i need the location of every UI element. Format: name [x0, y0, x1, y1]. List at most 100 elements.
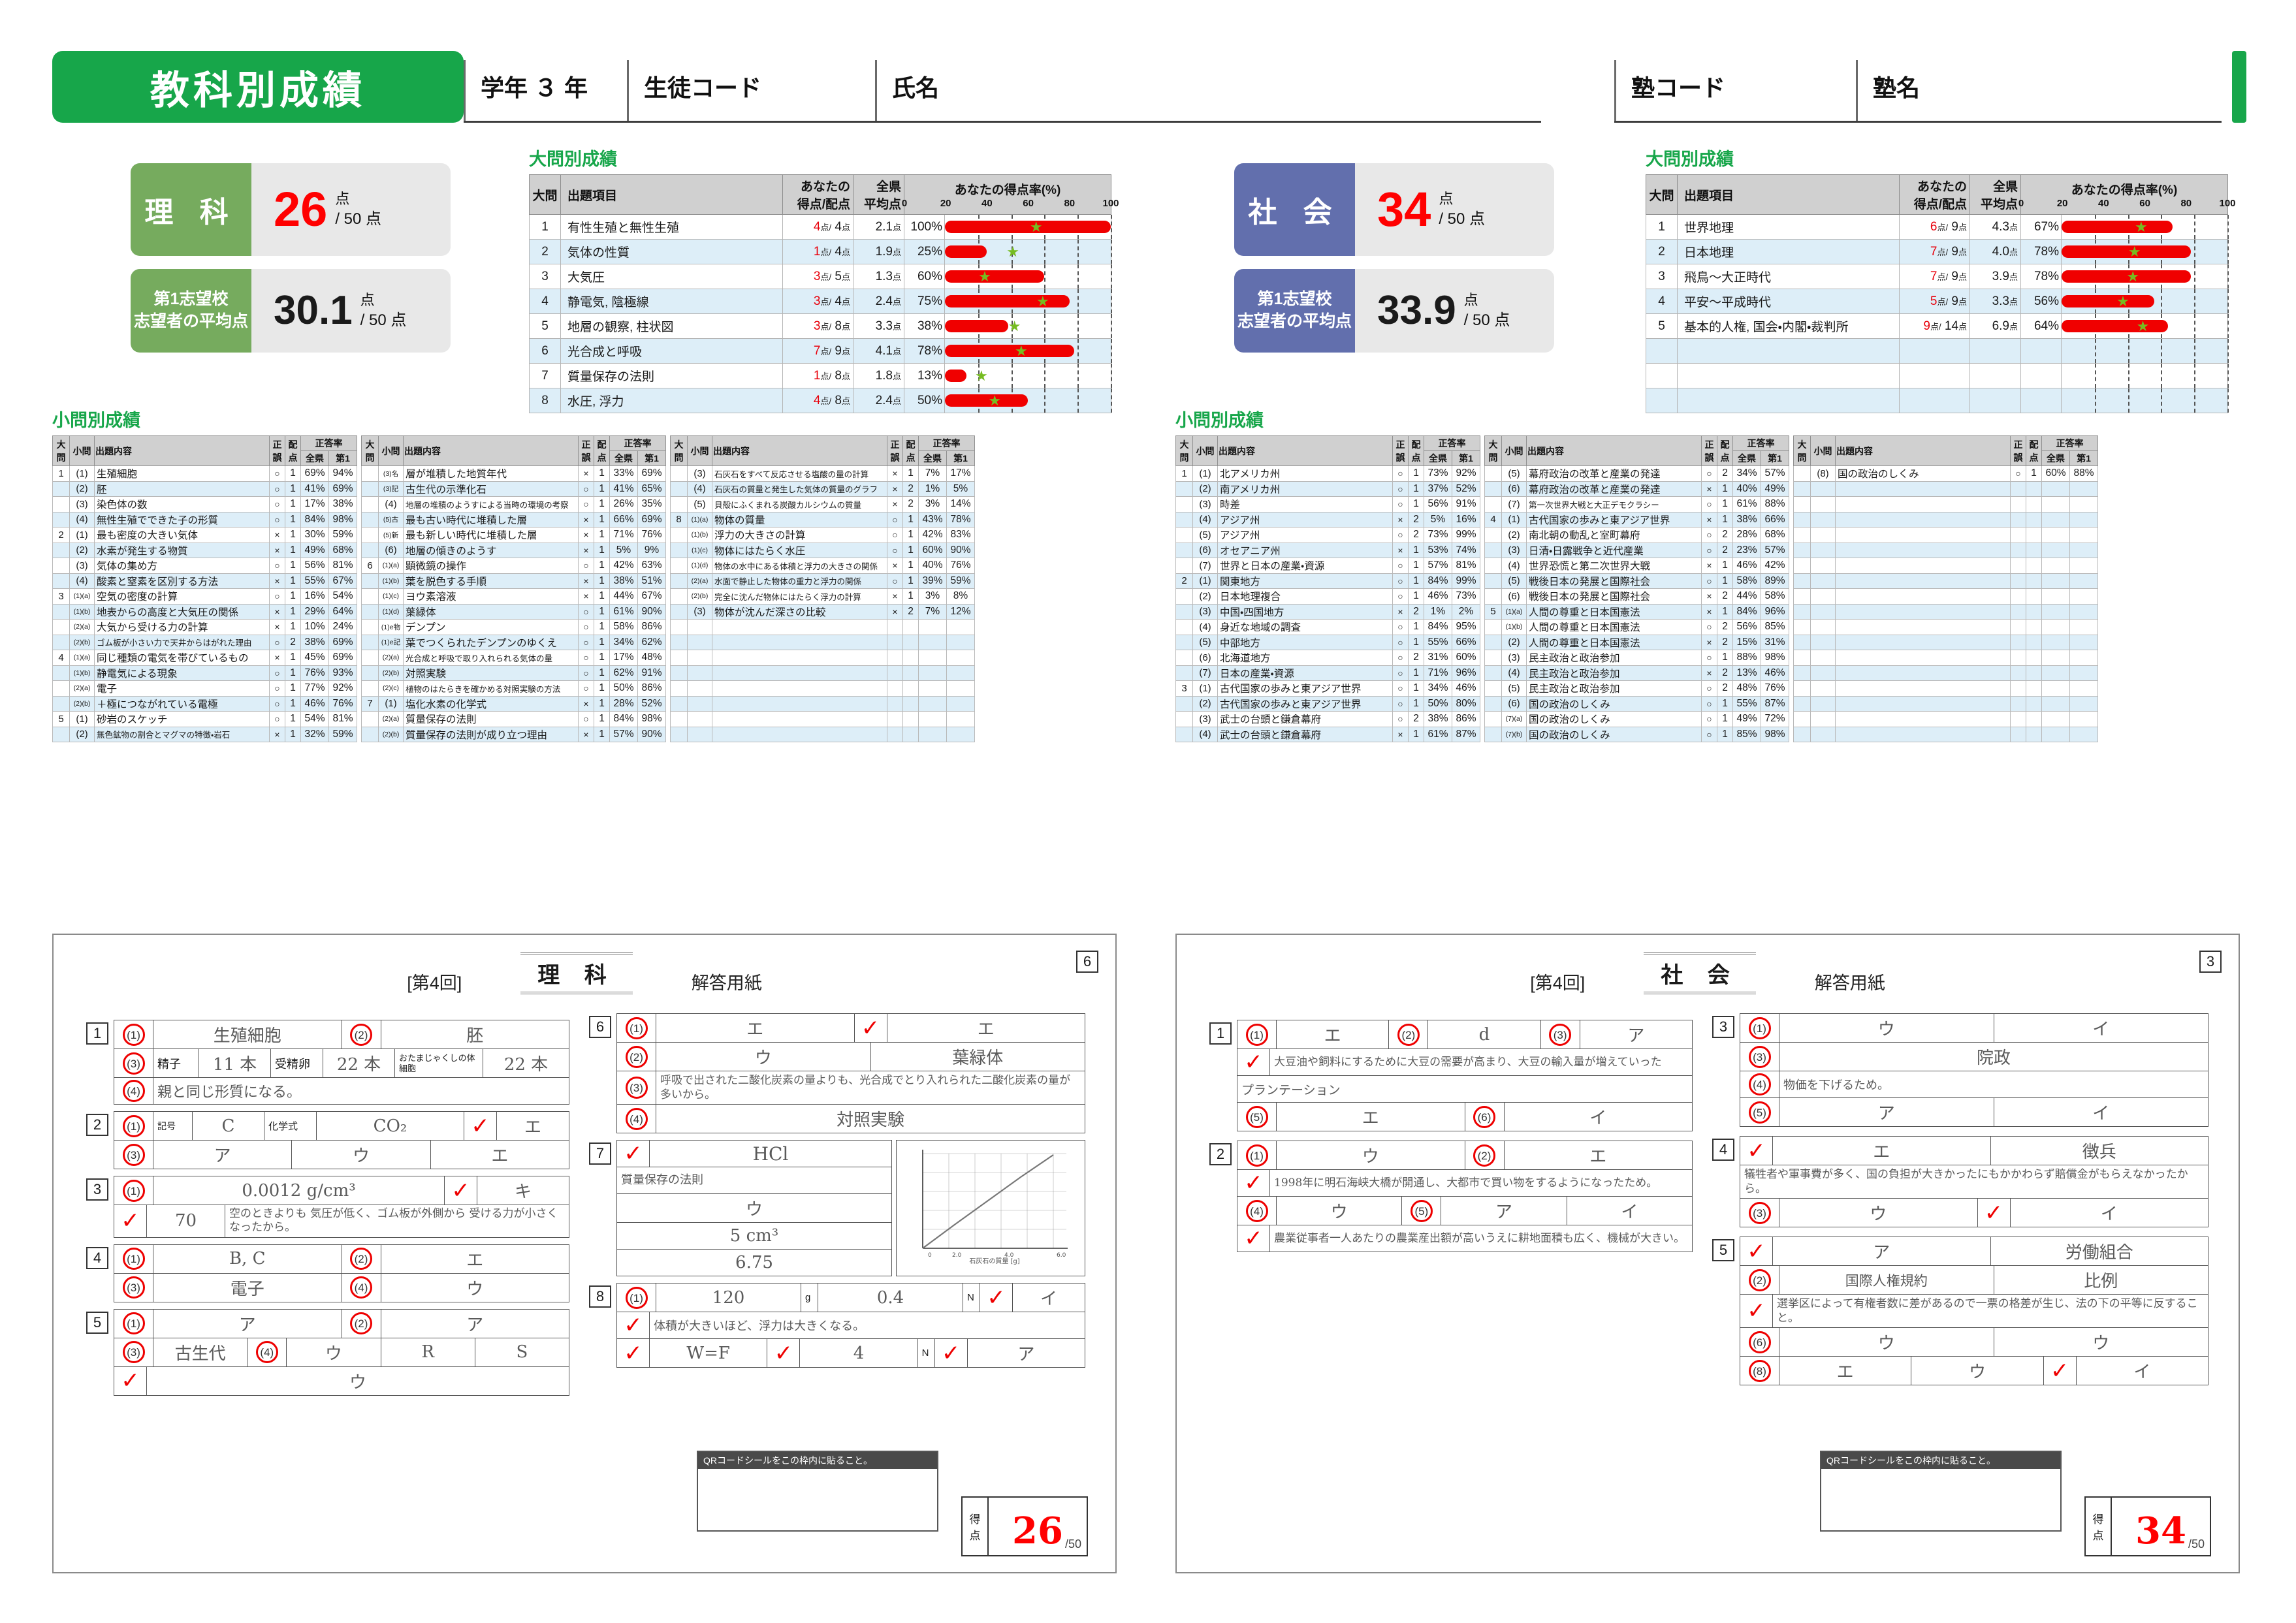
- science-q1-r3[interactable]: 親と同じ形質になる。: [157, 1084, 302, 1101]
- science-q2-a3[interactable]: エ: [524, 1118, 541, 1137]
- social-q3-note[interactable]: 物価を下げるため。: [1783, 1079, 1889, 1092]
- science-q7-a4[interactable]: 5 cm³: [729, 1226, 779, 1246]
- science-q8-note[interactable]: 体積が大きいほど、浮力は大きくなる。: [654, 1319, 865, 1334]
- social-q1-a4[interactable]: プランテーション: [1241, 1082, 1341, 1097]
- science-q6-a2[interactable]: エ: [977, 1020, 995, 1039]
- social-q2-note1[interactable]: 1998年に明石海峡大橋が開通し、大都市で買い物をするようになったため。: [1274, 1176, 1658, 1190]
- juku-name-field[interactable]: 塾名: [1856, 51, 2222, 123]
- social-q3-a3[interactable]: 院政: [1976, 1048, 2011, 1068]
- science-q5-a5[interactable]: R: [381, 1338, 475, 1366]
- social-q4-note[interactable]: 犠牲者や軍事費が多く、国の負担が大きかったにもかかわらず賠償金がもらえなかったか…: [1744, 1168, 2188, 1196]
- sm-points: 2: [1408, 603, 1424, 620]
- science-q7-a2[interactable]: 質量保存の法則: [621, 1173, 703, 1188]
- social-q5-a4[interactable]: 比例: [2084, 1272, 2118, 1292]
- social-q5-a5[interactable]: ウ: [1779, 1328, 1994, 1357]
- sm-correctness: ×: [1701, 511, 1717, 528]
- sm-pref-rate: 50%: [609, 680, 638, 697]
- social-q5-a2[interactable]: 労働組合: [2065, 1243, 2133, 1263]
- science-q4-a4[interactable]: ウ: [466, 1279, 484, 1299]
- sm-content: 大気から受ける力の計算: [94, 619, 270, 635]
- social-q3-a1[interactable]: ウ: [1779, 1014, 1994, 1042]
- science-q3-a3[interactable]: 70: [147, 1205, 225, 1237]
- social-q5-a7[interactable]: エ: [1779, 1357, 1912, 1385]
- social-q5-a8[interactable]: ウ: [1911, 1357, 2044, 1385]
- social-q4-a1[interactable]: エ: [1773, 1137, 1991, 1165]
- social-q1-a1[interactable]: エ: [1277, 1020, 1390, 1048]
- social-q3-a4[interactable]: ア: [1779, 1098, 1994, 1126]
- social-qr-box[interactable]: QRコードシールをこの枠内に貼ること。: [1820, 1451, 2062, 1532]
- science-q8-a6[interactable]: ア: [1017, 1345, 1035, 1365]
- social-q2-a3[interactable]: ウ: [1277, 1197, 1403, 1225]
- science-q2-a2v[interactable]: CO₂: [317, 1112, 464, 1140]
- social-q5-note[interactable]: 選挙区によって有権者数に差があるので一票の格差が生じ、法の下の平等に反すること。: [1777, 1297, 2198, 1325]
- science-q8-a2[interactable]: 0.4: [818, 1284, 963, 1312]
- science-qr-box[interactable]: QRコードシールをこの枠内に貼ること。: [697, 1451, 938, 1532]
- science-q7-a3[interactable]: ウ: [745, 1200, 763, 1220]
- grade-field[interactable]: 学年 ３ 年: [464, 51, 627, 123]
- science-q5-a2[interactable]: ア: [466, 1315, 484, 1335]
- science-q1-r2v2[interactable]: 22 本: [323, 1049, 395, 1077]
- science-q3-a2[interactable]: キ: [514, 1182, 532, 1202]
- science-q4-a3[interactable]: 電子: [153, 1273, 342, 1302]
- science-q5-a7[interactable]: ウ: [349, 1372, 366, 1393]
- science-q6-a5[interactable]: 対照実験: [836, 1111, 904, 1131]
- science-q2-b3[interactable]: エ: [491, 1146, 509, 1166]
- science-q8-a1[interactable]: 120: [656, 1284, 801, 1312]
- social-q1-note[interactable]: 大豆油や飼料にするために大豆の需要が高まり、大豆の輸入量が増えていった: [1274, 1055, 1662, 1069]
- sm-first-rate: 81%: [1452, 558, 1480, 574]
- science-q1-a2[interactable]: 胚: [466, 1026, 484, 1046]
- science-q8-a3[interactable]: イ: [1040, 1289, 1057, 1310]
- sm-shoumon: (4): [69, 573, 95, 589]
- social-q2-a4[interactable]: ア: [1441, 1197, 1567, 1225]
- science-q5-a4[interactable]: ウ: [287, 1338, 381, 1366]
- science-q1-r2v1[interactable]: 11 本: [199, 1049, 271, 1077]
- social-q4-a4[interactable]: イ: [2100, 1205, 2118, 1225]
- social-q1-a3[interactable]: ア: [1627, 1026, 1645, 1046]
- science-q6-note[interactable]: 呼吸で出された二酸化炭素の量よりも、光合成でとり入れられた二酸化炭素の量が多いか…: [660, 1074, 1071, 1102]
- juku-code-field[interactable]: 塾コード: [1614, 51, 1856, 123]
- social-q2-a1[interactable]: ウ: [1277, 1141, 1465, 1169]
- social-q3-a5[interactable]: イ: [2092, 1104, 2110, 1124]
- science-q6-a1[interactable]: エ: [656, 1014, 855, 1042]
- student-name-field[interactable]: 氏名: [875, 51, 1541, 123]
- science-qr-area[interactable]: [698, 1469, 937, 1530]
- science-q1-a1[interactable]: 生殖細胞: [153, 1020, 342, 1048]
- science-q4-a1[interactable]: B, C: [153, 1244, 342, 1273]
- science-q2-b1[interactable]: ア: [153, 1141, 293, 1169]
- science-q7-a5[interactable]: 6.75: [735, 1253, 773, 1273]
- science-q7-a1[interactable]: HCl: [752, 1142, 789, 1165]
- science-q1-r2v3[interactable]: 22 本: [503, 1055, 549, 1075]
- science-q2-b2[interactable]: ウ: [292, 1141, 431, 1169]
- science-q6-a3[interactable]: ウ: [656, 1043, 871, 1071]
- daimon-row: 4 平安～平成時代 5点/ 9点 3.3点 56% ★: [1646, 289, 2229, 314]
- social-q5-a3[interactable]: 国際人権規約: [1779, 1266, 1994, 1295]
- social-q5-a9[interactable]: イ: [2133, 1363, 2151, 1383]
- social-q1-a5[interactable]: エ: [1277, 1103, 1465, 1131]
- social-q4-a3[interactable]: ウ: [1779, 1199, 1978, 1227]
- science-q4-a2[interactable]: エ: [466, 1250, 484, 1270]
- shoumon-row-empty: [1793, 511, 2098, 528]
- science-q3-a1[interactable]: 0.0012 g/cm³: [153, 1176, 445, 1205]
- social-q1-a6[interactable]: イ: [1589, 1109, 1607, 1128]
- science-q8-a5[interactable]: 4: [800, 1339, 918, 1368]
- science-q5-a6[interactable]: S: [516, 1342, 528, 1362]
- science-q3-note[interactable]: 空のときよりも 気圧が低く、ゴム板が外側から 受ける力が小さくなったから。: [229, 1207, 558, 1235]
- social-q2-a2[interactable]: エ: [1589, 1147, 1607, 1167]
- science-q2-a1[interactable]: C: [193, 1112, 264, 1140]
- science-q5-a1[interactable]: ア: [153, 1309, 342, 1338]
- social-q1-a2[interactable]: d: [1428, 1020, 1541, 1048]
- student-code-field[interactable]: 生徒コード: [627, 51, 875, 123]
- social-q3-a2[interactable]: イ: [2092, 1020, 2110, 1039]
- daimon-avg: 3.3点: [1969, 289, 2021, 314]
- science-q7-graph[interactable]: 石灰石の質量 [g] 0 2.0 4.0 6.0: [896, 1140, 1085, 1277]
- social-q4-a2[interactable]: 徴兵: [2082, 1142, 2116, 1162]
- social-qr-area[interactable]: [1821, 1469, 2060, 1530]
- science-q5-a3[interactable]: 古生代: [153, 1338, 248, 1366]
- social-q5-a6[interactable]: ウ: [2092, 1334, 2110, 1354]
- science-q6-a4[interactable]: 葉緑体: [952, 1048, 1004, 1068]
- social-q2-note2[interactable]: 農業従事者一人あたりの農業産出額が高いうえに耕地面積も広く、機械が大きい。: [1274, 1231, 1685, 1245]
- social-q5-a1[interactable]: ア: [1773, 1237, 1991, 1266]
- science-q8-a4[interactable]: W=F: [650, 1339, 768, 1368]
- social-q2-a5[interactable]: イ: [1621, 1203, 1638, 1222]
- daimon-row-empty: [1646, 338, 2229, 364]
